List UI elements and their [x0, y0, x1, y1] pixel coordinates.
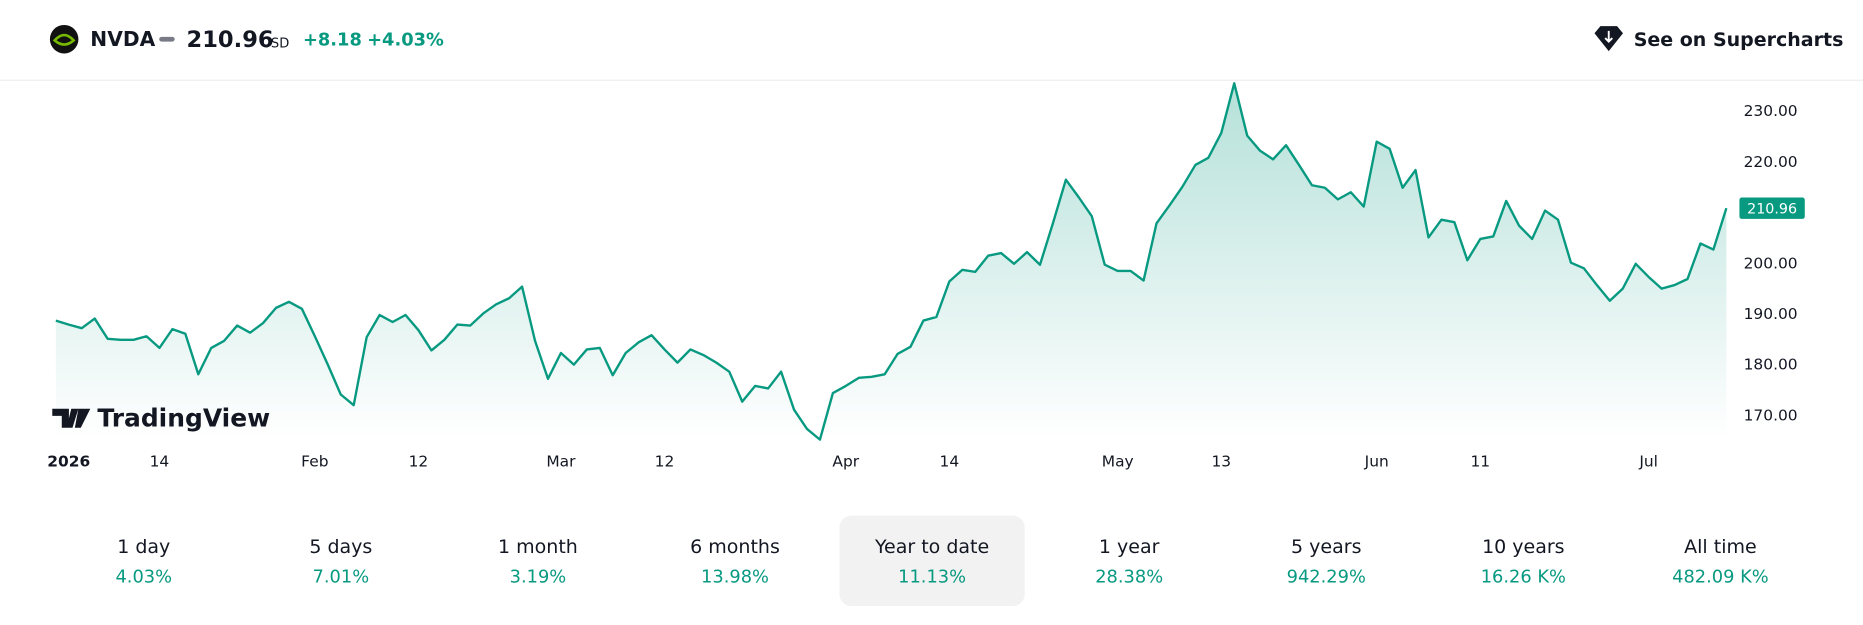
period-value[interactable]: 4.03%: [115, 566, 172, 587]
period-button[interactable]: 5 days 7.01%: [309, 536, 372, 587]
last-price-badge: [1739, 197, 1805, 219]
period-button[interactable]: 10 years 16.26 K%: [1481, 536, 1566, 587]
period-value[interactable]: 942.29%: [1287, 566, 1366, 587]
period-label[interactable]: 6 months: [690, 536, 780, 558]
period-label[interactable]: All time: [1684, 536, 1757, 558]
period-button[interactable]: Year to date 11.13%: [839, 515, 1025, 606]
brand-icon: [52, 408, 91, 428]
period-button[interactable]: 6 months 13.98%: [690, 536, 780, 587]
period-value[interactable]: 7.01%: [313, 566, 370, 587]
supercharts-link[interactable]: See on Supercharts: [1594, 26, 1844, 52]
x-tick-label: 2026: [47, 453, 90, 471]
period-value[interactable]: 28.38%: [1095, 566, 1163, 587]
y-tick-label: 180.00: [1744, 356, 1798, 374]
link-icon-arrow: [1604, 30, 1613, 43]
symbol-logo: [49, 24, 79, 54]
header: NVDA 210.96 USD +8.18 +4.03% See on Supe…: [49, 24, 1844, 54]
symbol: NVDA: [90, 27, 155, 51]
period-value[interactable]: 11.13%: [898, 566, 966, 587]
period-value[interactable]: 3.19%: [510, 566, 567, 587]
periods: 1 day 4.03% 5 days 7.01% 1 month 3.19% 6 month…: [115, 515, 1769, 606]
period-label[interactable]: 1 month: [498, 536, 578, 558]
y-tick-label: 200.00: [1744, 254, 1798, 272]
x-tick-label: Jun: [1364, 453, 1389, 471]
x-tick-label: 12: [409, 453, 429, 471]
period-value[interactable]: 482.09 K%: [1672, 566, 1769, 587]
last-price-label: 210.96: [1747, 201, 1797, 217]
x-tick-label: May: [1102, 453, 1134, 471]
x-tick-label: Feb: [301, 453, 328, 471]
period-label[interactable]: Year to date: [874, 536, 989, 558]
period-label[interactable]: 1 year: [1099, 536, 1160, 558]
y-tick-label: 230.00: [1744, 102, 1798, 120]
period-value[interactable]: 13.98%: [701, 566, 769, 587]
brand-name: TradingView: [97, 403, 270, 432]
period-label[interactable]: 5 days: [309, 536, 372, 558]
change-percent: +4.03%: [367, 29, 444, 50]
period-button[interactable]: 5 years 942.29%: [1287, 536, 1366, 587]
period-label[interactable]: 5 years: [1291, 536, 1361, 558]
x-tick-label: Mar: [546, 453, 576, 471]
x-tick-label: 11: [1470, 453, 1490, 471]
period-button[interactable]: All time 482.09 K%: [1672, 536, 1769, 587]
period-selected-bg: [839, 515, 1025, 606]
brand-logo: TradingView: [52, 403, 270, 432]
x-tick-label: Apr: [832, 453, 859, 471]
x-tick-label: 14: [940, 453, 960, 471]
link-text[interactable]: See on Supercharts: [1634, 29, 1844, 51]
area: [55, 83, 1727, 440]
y-tick-label: 170.00: [1744, 406, 1798, 424]
period-button[interactable]: 1 month 3.19%: [498, 536, 578, 587]
x-tick-label: Jul: [1638, 453, 1658, 471]
y-tick-label: 190.00: [1744, 305, 1798, 323]
price: 210.96: [187, 27, 274, 53]
period-label[interactable]: 10 years: [1482, 536, 1565, 558]
currency: USD: [261, 36, 289, 51]
period-label[interactable]: 1 day: [117, 536, 170, 558]
period-button[interactable]: 1 day 4.03%: [115, 536, 172, 587]
x-tick-label: 14: [150, 453, 170, 471]
period-value[interactable]: 16.26 K%: [1481, 566, 1566, 587]
change: +8.18: [303, 29, 362, 50]
x-tick-label: 12: [655, 453, 675, 471]
x-tick-label: 13: [1211, 453, 1231, 471]
price-line: [55, 82, 1728, 441]
y-tick-label: 220.00: [1744, 153, 1798, 171]
logo-mark: [52, 33, 76, 46]
chart: 170.00180.00190.00200.00210.00220.00230.…: [47, 82, 1805, 471]
period-button[interactable]: 1 year 28.38%: [1095, 536, 1163, 587]
